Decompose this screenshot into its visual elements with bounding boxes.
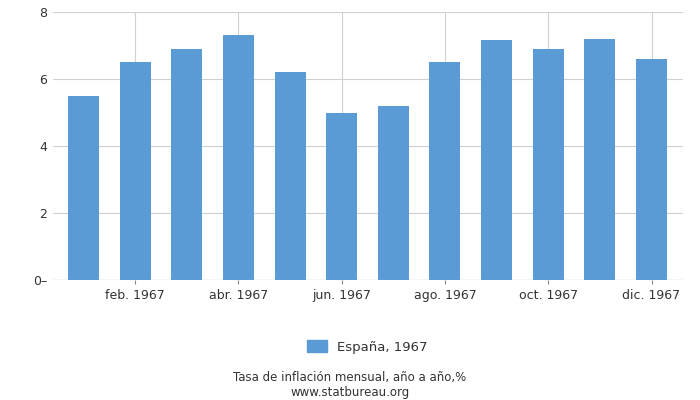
Legend: España, 1967: España, 1967 bbox=[302, 335, 433, 359]
Bar bbox=[68, 96, 99, 280]
Bar bbox=[274, 72, 305, 280]
Bar bbox=[430, 62, 461, 280]
Text: Tasa de inflación mensual, año a año,%: Tasa de inflación mensual, año a año,% bbox=[233, 372, 467, 384]
Bar bbox=[223, 36, 254, 280]
Bar bbox=[172, 49, 202, 280]
Bar bbox=[584, 39, 615, 280]
Text: www.statbureau.org: www.statbureau.org bbox=[290, 386, 410, 399]
Bar bbox=[481, 40, 512, 280]
Bar bbox=[636, 59, 667, 280]
Bar bbox=[378, 106, 409, 280]
Bar bbox=[120, 62, 150, 280]
Bar bbox=[326, 112, 357, 280]
Bar bbox=[533, 49, 564, 280]
